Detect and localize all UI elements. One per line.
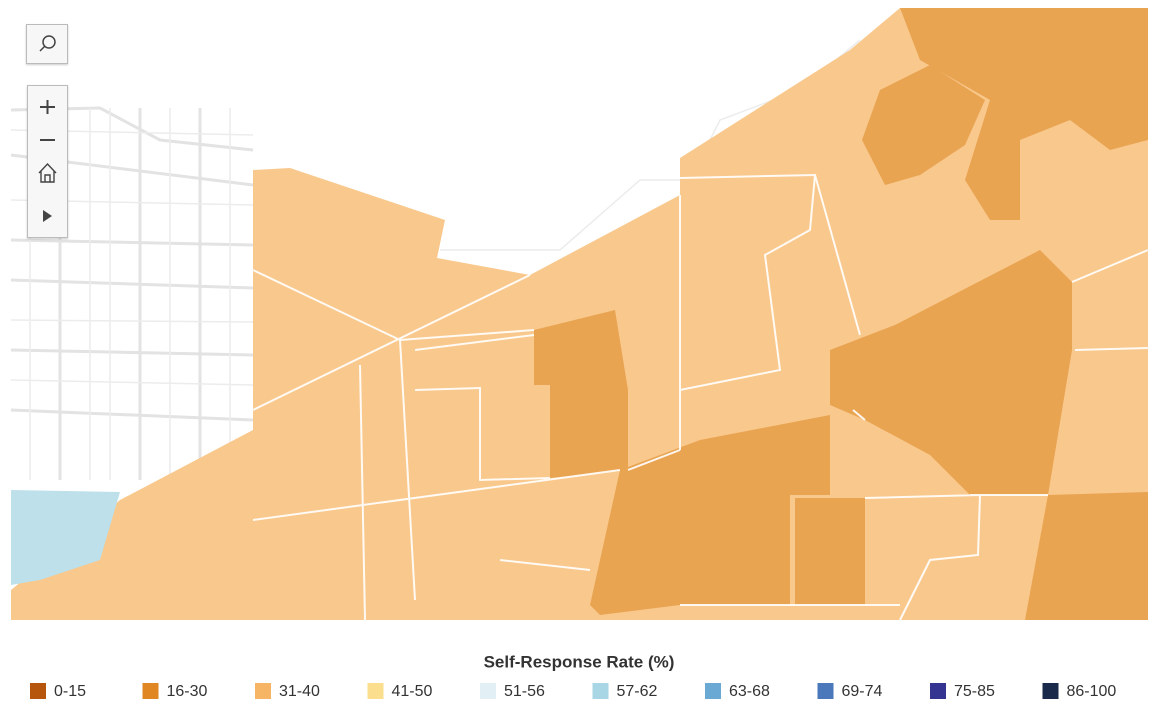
legend-label: 57-62 [617, 683, 658, 700]
legend-label: 51-56 [504, 683, 545, 700]
play[interactable] [43, 210, 52, 222]
legend-swatch [1042, 683, 1059, 699]
zoom-controls [27, 85, 68, 238]
legend-swatch [367, 683, 384, 699]
search-icon [39, 35, 56, 52]
legend-label: 75-85 [954, 683, 995, 700]
legend-label: 31-40 [279, 683, 320, 700]
legend-label: 69-74 [842, 683, 883, 700]
legend-swatch [30, 683, 46, 699]
legend-swatch [592, 683, 609, 699]
map-regions [11, 8, 1149, 621]
legend-label: 16-30 [167, 683, 208, 700]
zoom-icons [38, 100, 57, 222]
legend-swatch [255, 683, 271, 699]
legend-label: 86-100 [1067, 683, 1117, 700]
legend-swatch [480, 683, 496, 699]
legend-title: Self-Response Rate (%) [484, 652, 675, 671]
search-button[interactable] [26, 24, 68, 64]
zoom-in[interactable] [40, 100, 55, 114]
legend-label: 63-68 [729, 683, 770, 700]
legend-label: 0-15 [54, 683, 86, 700]
legend-swatch [817, 683, 834, 699]
legend-swatch [930, 683, 946, 699]
legend-swatch [142, 683, 159, 699]
legend-swatch [705, 683, 721, 699]
legend-label: 41-50 [392, 683, 433, 700]
home[interactable] [38, 162, 57, 183]
